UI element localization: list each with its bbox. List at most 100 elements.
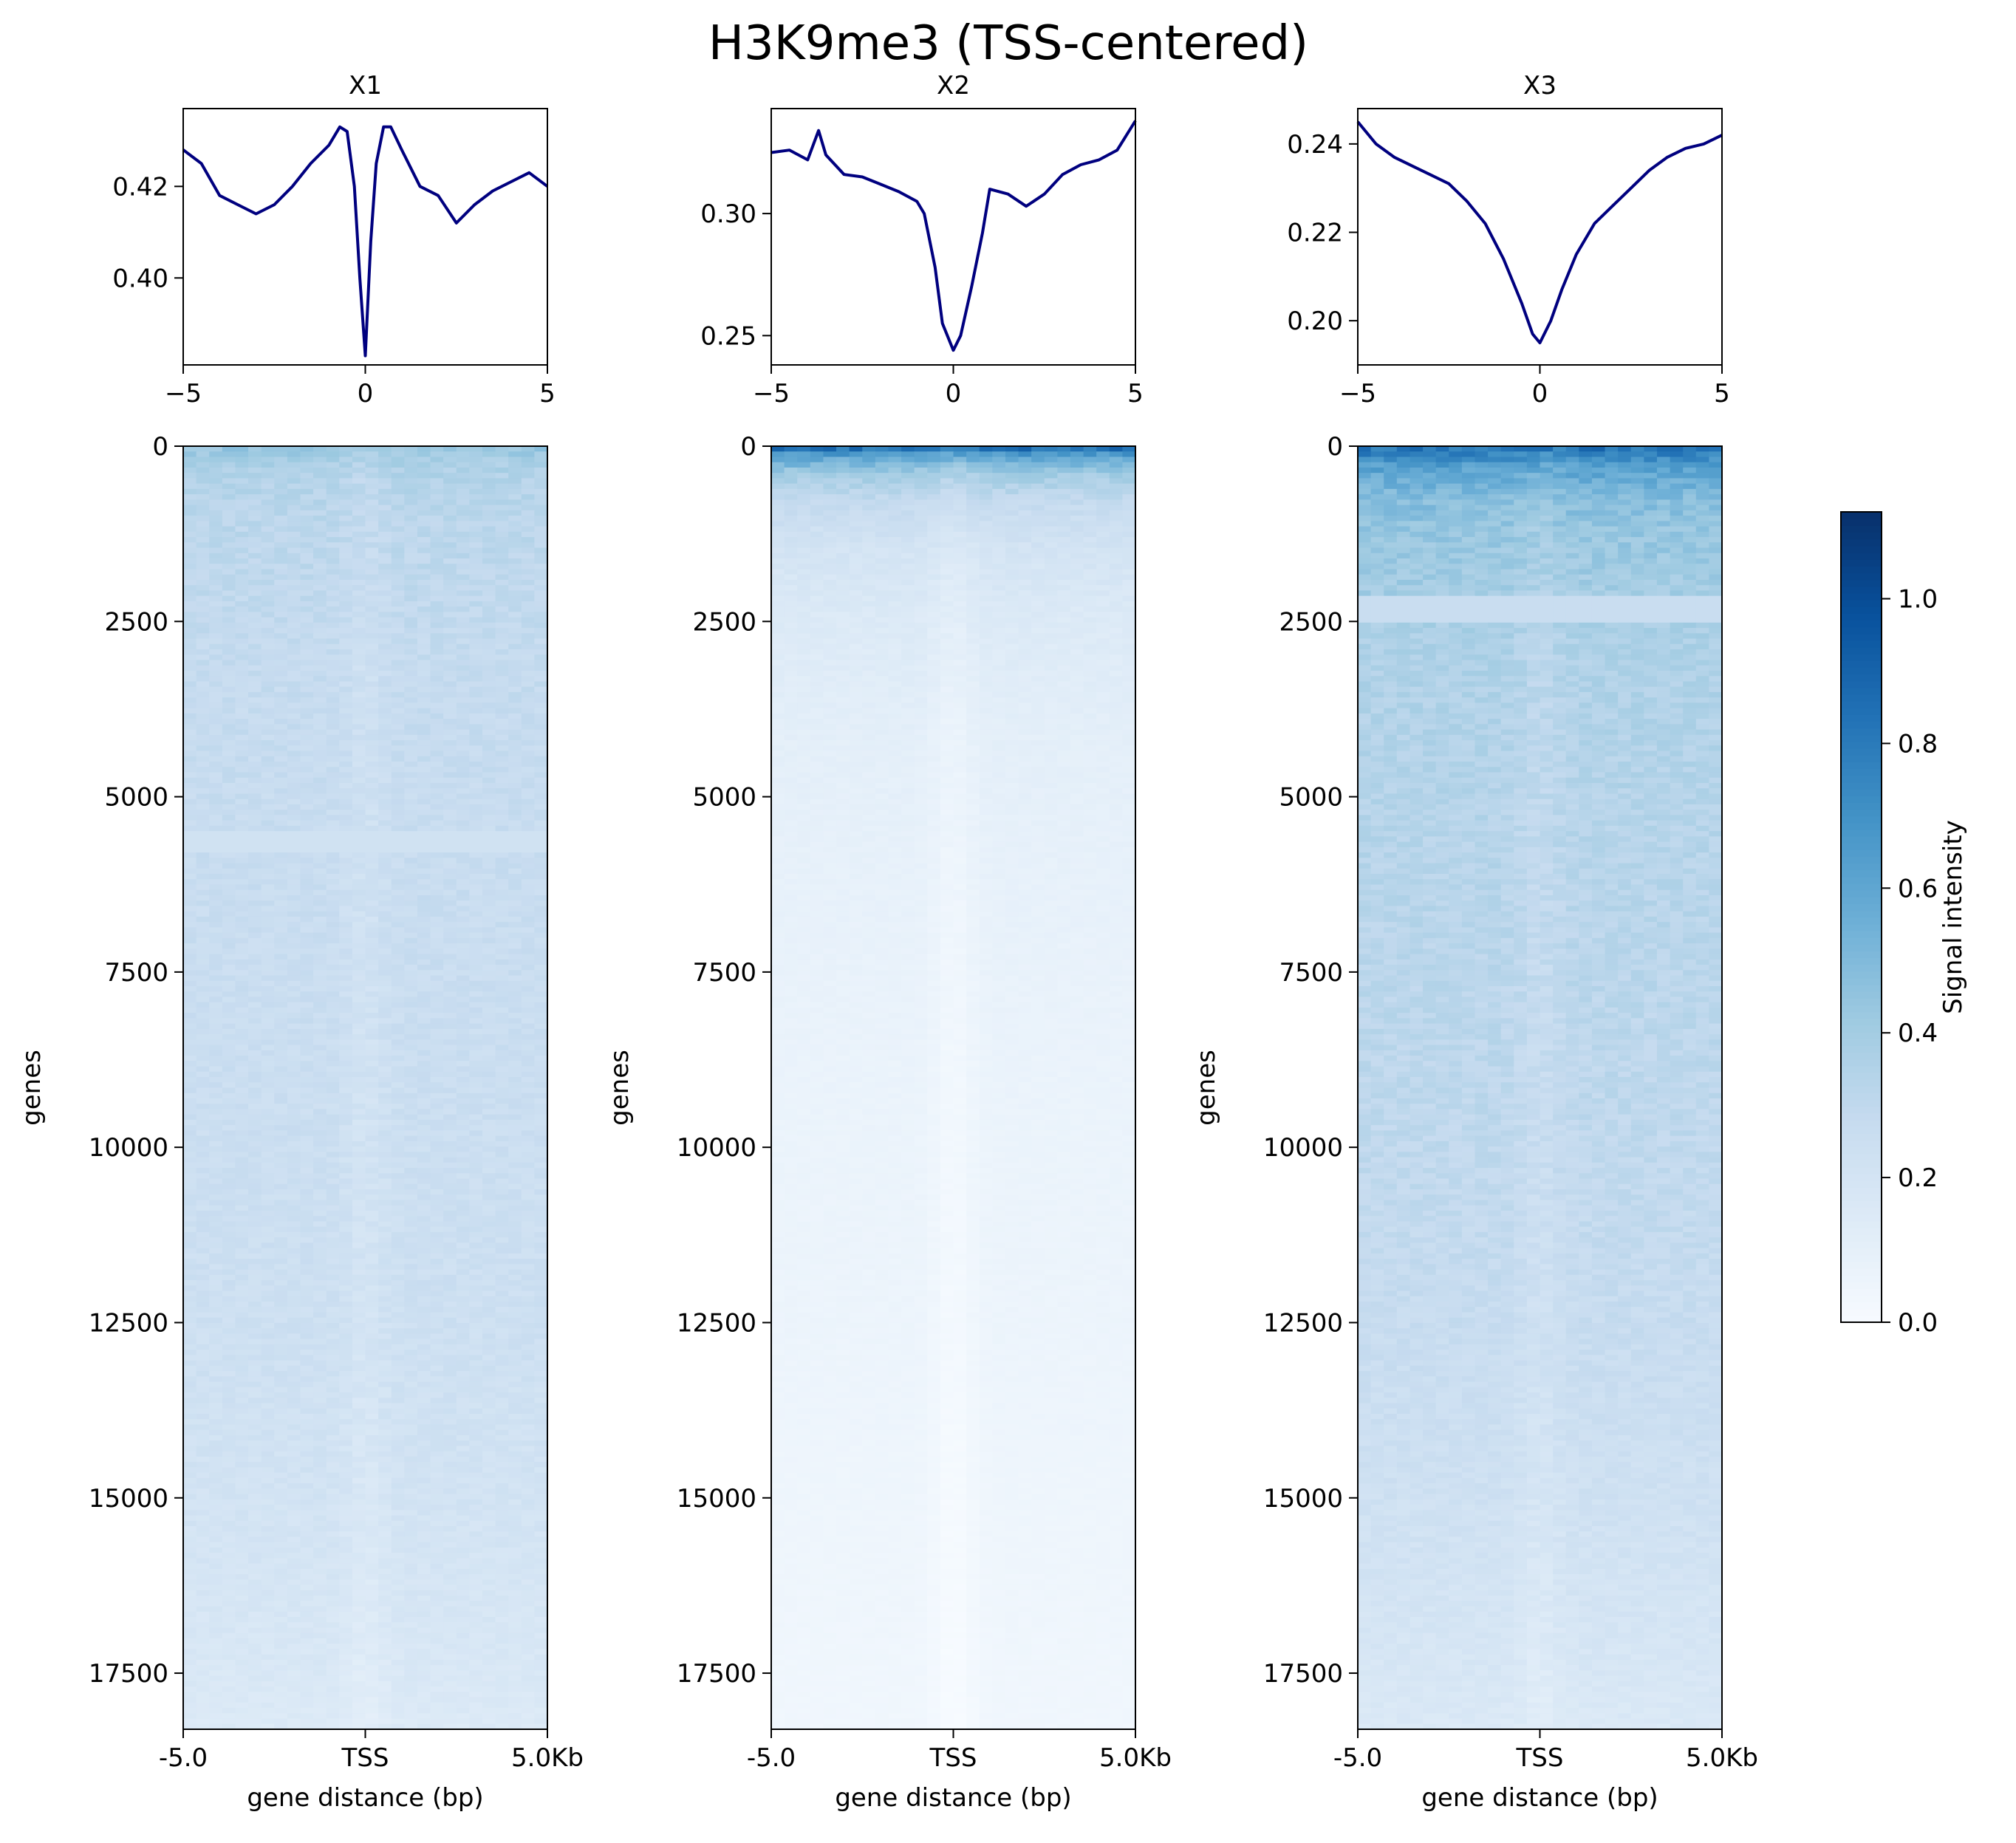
heatmap-cell [508, 820, 522, 827]
heatmap-cell [469, 643, 483, 650]
heatmap-cell [508, 788, 522, 795]
heatmap-cell [313, 847, 327, 853]
heatmap-cell [534, 932, 548, 939]
heatmap-cell [365, 606, 379, 612]
heatmap-cell [326, 1237, 340, 1243]
heatmap-cell [443, 1071, 457, 1078]
heatmap-cell [495, 601, 509, 607]
heatmap-cell [495, 451, 509, 458]
heatmap-cell [261, 1237, 275, 1243]
heatmap-cell [248, 1205, 262, 1211]
heatmap-cell [443, 499, 457, 506]
heatmap-cell [508, 772, 522, 779]
heatmap-cell [248, 810, 262, 815]
heatmap-cell [404, 762, 418, 767]
heatmap-cell [495, 906, 509, 912]
heatmap-cell [248, 478, 262, 485]
heatmap-cell [300, 991, 314, 998]
heatmap-cell [248, 488, 262, 495]
heatmap-cell [235, 547, 249, 554]
heatmap-cell [209, 633, 223, 640]
heatmap-cell [222, 943, 236, 949]
heatmap-cell [326, 1061, 340, 1067]
heatmap-cell [313, 612, 327, 618]
heatmap-cell [183, 810, 197, 815]
heatmap-cell [521, 959, 535, 965]
heatmap-cell [469, 906, 483, 912]
heatmap-cell [209, 932, 223, 939]
heatmap-cell [300, 1381, 314, 1388]
heatmap-cell [391, 526, 405, 533]
heatmap-cell [495, 996, 509, 1003]
heatmap-cell [300, 564, 314, 570]
heatmap-cell [339, 547, 353, 554]
heatmap-cell [469, 1210, 483, 1217]
heatmap-cell [521, 1296, 535, 1302]
heatmap-cell [235, 612, 249, 618]
heatmap-cell [534, 874, 548, 880]
heatmap-cell [196, 617, 210, 623]
heatmap-cell [300, 906, 314, 912]
heatmap-cell [183, 1269, 197, 1276]
heatmap-cell [443, 1056, 457, 1061]
heatmap-cell [235, 1044, 249, 1051]
heatmap-cell [378, 462, 392, 468]
heatmap-cell [391, 1098, 405, 1104]
heatmap-cell [261, 660, 275, 666]
heatmap-cell [443, 724, 457, 731]
heatmap-cell [196, 1130, 210, 1137]
heatmap-cell [417, 473, 431, 479]
heatmap-cell [534, 691, 548, 698]
heatmap-cell [456, 1183, 470, 1190]
heatmap-cell [235, 1066, 249, 1073]
heatmap-cell [534, 991, 548, 998]
heatmap-cell [183, 1077, 197, 1083]
heatmap-cell [391, 681, 405, 688]
heatmap-cell [300, 1050, 314, 1056]
heatmap-cell [495, 1226, 509, 1233]
heatmap-cell [339, 462, 353, 468]
heatmap-cell [183, 1146, 197, 1152]
heatmap-cell [378, 836, 392, 843]
heatmap-cell [235, 1290, 249, 1297]
heatmap-cell [495, 889, 509, 896]
heatmap-cell [222, 825, 236, 832]
heatmap-cell [222, 1371, 236, 1377]
heatmap-cell [222, 820, 236, 827]
heatmap-cell [417, 1344, 431, 1350]
heatmap-cell [261, 483, 275, 490]
heatmap-cell [495, 1360, 509, 1367]
heatmap-cell [482, 1039, 496, 1046]
heatmap-cell [339, 1290, 353, 1297]
heatmap-cell [378, 558, 392, 564]
heatmap-cell [274, 959, 288, 965]
heatmap-cell [378, 729, 392, 736]
heatmap-cell [326, 713, 340, 719]
heatmap-cell [365, 889, 379, 896]
heatmap-cell [404, 975, 418, 982]
heatmap-cell [222, 473, 236, 479]
heatmap-cell [274, 1269, 288, 1276]
heatmap-cell [261, 820, 275, 827]
heatmap-cell [482, 1028, 496, 1035]
heatmap-cell [313, 1157, 327, 1163]
heatmap-cell [378, 542, 392, 549]
heatmap-cell [456, 697, 470, 703]
heatmap-cell [209, 628, 223, 634]
heatmap-cell [300, 1007, 314, 1013]
heatmap-cell [183, 1157, 197, 1163]
heatmap-cell [261, 1210, 275, 1217]
heatmap-cell [443, 1242, 457, 1249]
heatmap-cell [222, 1350, 236, 1355]
heatmap-cell [508, 1296, 522, 1302]
heatmap-cell [430, 516, 444, 522]
heatmap-cell [417, 702, 431, 709]
heatmap-cell [534, 633, 548, 640]
heatmap-cell [469, 943, 483, 949]
heatmap-cell [469, 595, 483, 602]
heatmap-cell [209, 1365, 223, 1372]
heatmap-cell [209, 1322, 223, 1329]
heatmap-cell [209, 1307, 223, 1313]
heatmap-cell [417, 526, 431, 533]
heatmap-cell [183, 1071, 197, 1078]
